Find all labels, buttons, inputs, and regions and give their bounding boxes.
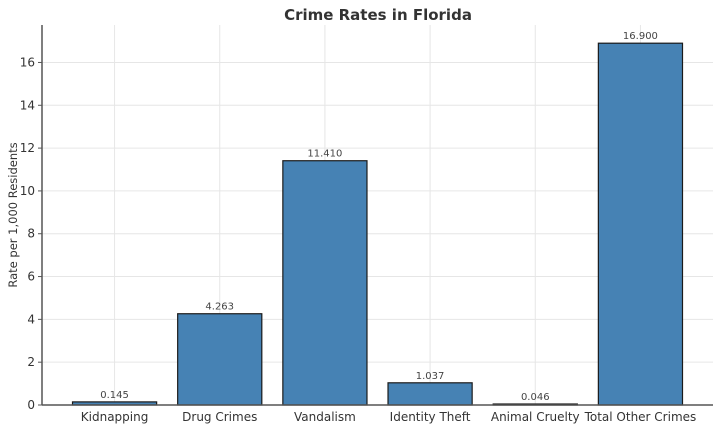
y-tick-label: 14 — [20, 98, 35, 112]
x-tick-label: Identity Theft — [390, 410, 471, 424]
x-tick-label: Animal Cruelty — [491, 410, 580, 424]
y-tick-label: 0 — [27, 398, 35, 412]
y-tick-label: 12 — [20, 141, 35, 155]
y-tick-label: 8 — [27, 227, 35, 241]
y-tick-label: 2 — [27, 355, 35, 369]
data-label: 0.046 — [521, 392, 550, 403]
y-tick-label: 6 — [27, 270, 35, 284]
data-label: 16.900 — [623, 31, 658, 42]
y-tick-label: 16 — [20, 55, 35, 69]
x-tick-label: Kidnapping — [81, 410, 149, 424]
bar-vandalism — [282, 160, 368, 406]
bar-total-other-crimes — [597, 42, 684, 406]
y-tick-label: 10 — [20, 184, 35, 198]
x-tick-label: Drug Crimes — [182, 410, 257, 424]
x-tick-label: Total Other Crimes — [584, 410, 697, 424]
x-tick-label: Vandalism — [294, 410, 356, 424]
y-axis-label: Rate per 1,000 Residents — [6, 142, 20, 287]
data-label: 11.410 — [307, 149, 342, 160]
y-tick-label: 4 — [27, 312, 35, 326]
data-label: 0.145 — [100, 390, 129, 401]
data-label: 1.037 — [416, 371, 445, 382]
data-label: 4.263 — [205, 302, 234, 313]
bar-identity-theft — [387, 382, 473, 406]
chart-title: Crime Rates in Florida — [284, 6, 472, 24]
bar-drug-crimes — [177, 313, 263, 406]
